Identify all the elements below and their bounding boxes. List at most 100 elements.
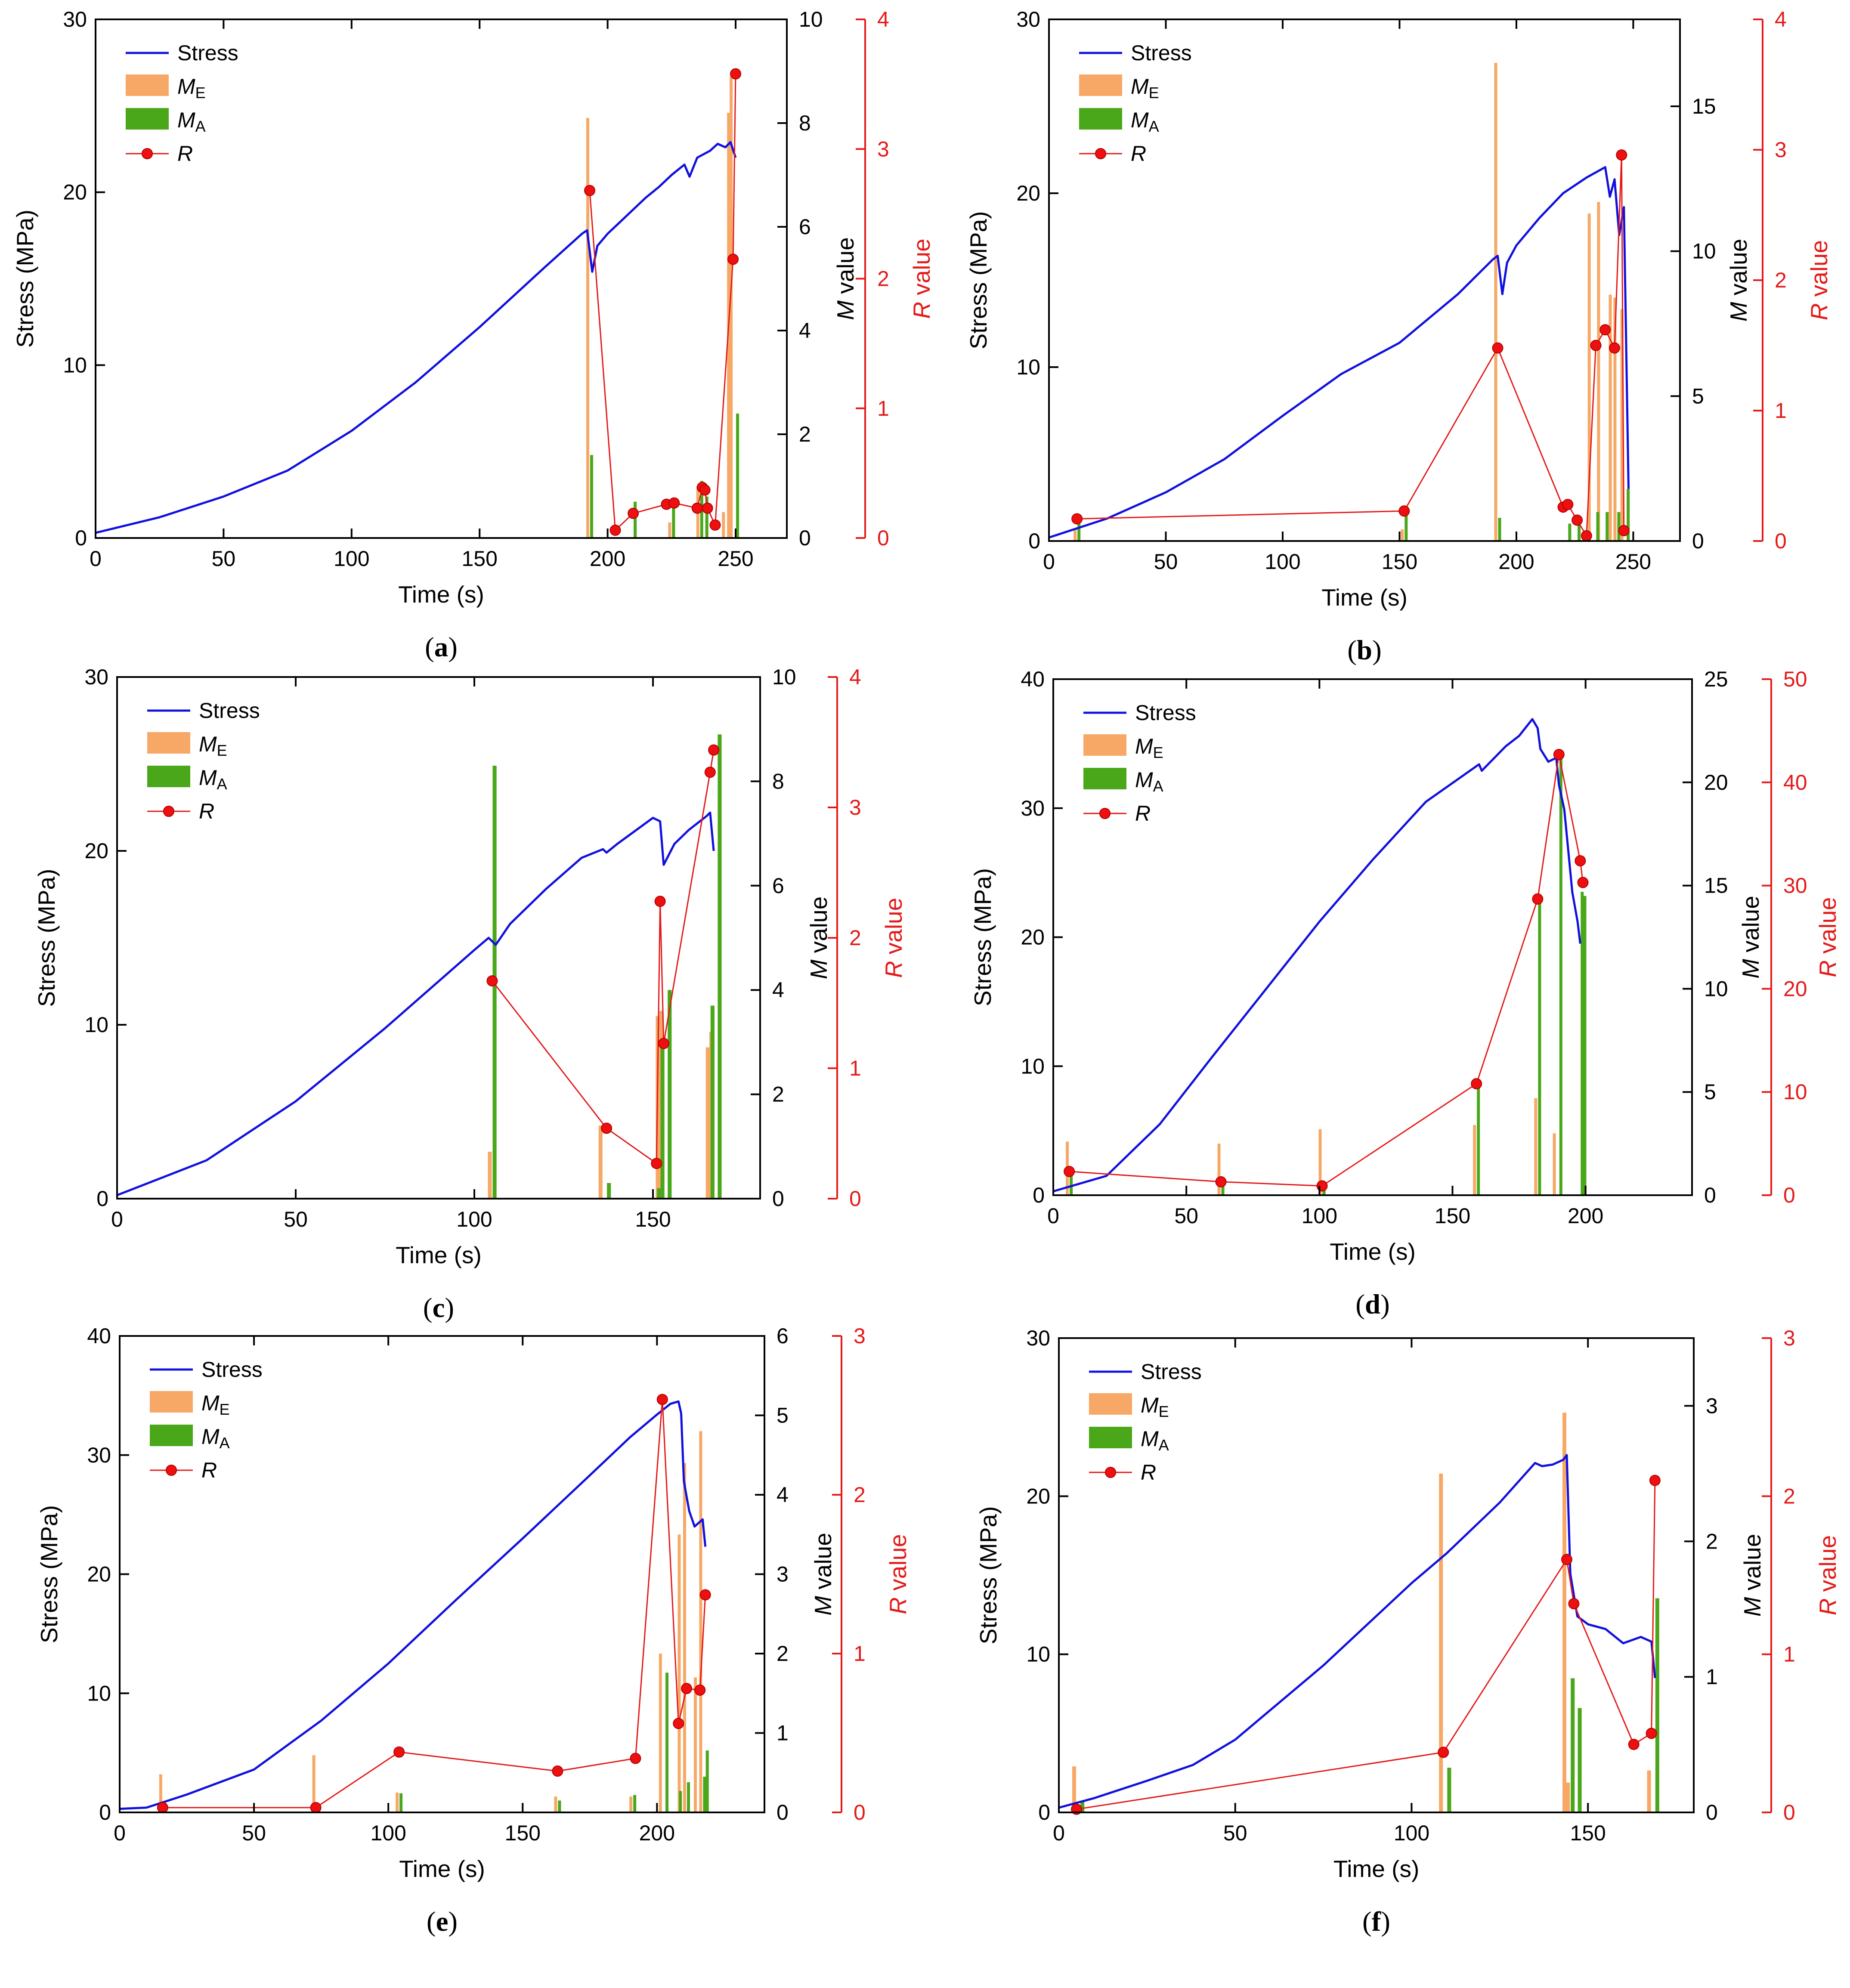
legend-ma-label: MA xyxy=(201,1425,230,1452)
r-marker xyxy=(609,524,621,536)
r-marker xyxy=(699,484,711,496)
stress-line xyxy=(1058,1454,1656,1809)
r-marker xyxy=(673,1718,684,1729)
ma-bar xyxy=(1578,523,1581,541)
r-tick-label: 1 xyxy=(849,1056,861,1080)
m-axis-label: M value xyxy=(810,1533,836,1616)
ma-bar xyxy=(607,1183,611,1199)
r-marker xyxy=(1577,877,1589,888)
panel-label-open: ( xyxy=(1362,1906,1372,1937)
legend-ma-base: M xyxy=(201,1425,220,1449)
legend-me-swatch xyxy=(1089,1393,1132,1415)
r-marker xyxy=(1572,514,1583,526)
stress-axis-label: Stress (MPa) xyxy=(965,211,992,349)
stress-tick-label: 20 xyxy=(87,1562,111,1586)
ma-bar xyxy=(710,1005,715,1199)
r-marker xyxy=(486,975,498,986)
m-axis-label-italic: M xyxy=(832,300,859,320)
m-tick-label: 25 xyxy=(1704,667,1728,691)
r-marker xyxy=(1575,855,1586,867)
stress-tick-label: 0 xyxy=(1033,1183,1045,1207)
x-tick-label: 250 xyxy=(1615,550,1651,574)
x-tick-label: 150 xyxy=(1570,1821,1606,1845)
x-axis-label: Time (s) xyxy=(1333,1855,1420,1882)
panel-label-open: ( xyxy=(1355,1289,1365,1320)
x-tick-label: 150 xyxy=(505,1821,541,1845)
r-tick-label: 0 xyxy=(877,526,889,550)
m-tick-label: 2 xyxy=(772,1082,784,1107)
x-tick-label: 250 xyxy=(718,547,753,571)
r-marker xyxy=(1532,893,1544,905)
panel-label-close: ) xyxy=(1381,1906,1390,1937)
me-bar xyxy=(1494,63,1497,541)
me-bar xyxy=(1072,1766,1076,1812)
legend-ma-sub: A xyxy=(217,775,227,793)
plot-frame xyxy=(1048,19,1681,542)
x-tick-label: 100 xyxy=(1302,1204,1337,1228)
r-tick-label: 3 xyxy=(849,795,861,819)
legend-ma-sub: A xyxy=(1153,777,1163,795)
ma-bar xyxy=(1568,523,1572,541)
r-tick-label: 0 xyxy=(1783,1800,1795,1824)
stress-line xyxy=(95,141,737,534)
m-tick-label: 0 xyxy=(1692,529,1704,553)
x-axis-label: Time (s) xyxy=(398,581,484,608)
me-bar xyxy=(1609,294,1612,541)
panel-label-letter: f xyxy=(1372,1906,1382,1937)
legend-stress-label: Stress xyxy=(177,41,238,65)
me-bar xyxy=(668,522,671,538)
stress-line xyxy=(119,1400,707,1810)
me-bar xyxy=(730,76,733,538)
r-tick-label: 4 xyxy=(877,7,889,31)
m-tick-label: 3 xyxy=(1706,1394,1718,1418)
r-axis-label: R value xyxy=(908,238,935,319)
r-tick-label: 0 xyxy=(1775,529,1787,553)
r-line xyxy=(492,750,715,1165)
r-marker xyxy=(1581,530,1592,541)
x-tick-label: 100 xyxy=(370,1821,406,1845)
m-tick-label: 0 xyxy=(1704,1183,1716,1207)
stress-tick-label: 20 xyxy=(1026,1484,1050,1508)
stress-axis-label: Stress (MPa) xyxy=(33,869,60,1007)
x-tick-label: 50 xyxy=(212,547,236,571)
me-bar xyxy=(159,1774,162,1812)
panel-label-open: ( xyxy=(425,632,434,663)
m-tick-label: 0 xyxy=(772,1187,784,1211)
ma-bar xyxy=(705,1750,709,1812)
r-tick-label: 3 xyxy=(854,1324,866,1348)
r-axis-label: R value xyxy=(880,898,907,978)
me-bar xyxy=(699,1431,702,1812)
stress-tick-label: 40 xyxy=(1021,667,1045,691)
r-tick-label: 50 xyxy=(1783,667,1807,691)
r-marker xyxy=(1398,505,1410,517)
r-marker xyxy=(691,502,703,514)
legend-stress-label: Stress xyxy=(1135,701,1196,725)
r-tick-label: 2 xyxy=(849,926,861,950)
m-tick-label: 10 xyxy=(799,7,823,31)
r-tick-label: 3 xyxy=(1775,138,1787,162)
r-marker xyxy=(552,1765,563,1777)
m-tick-label: 0 xyxy=(799,526,811,550)
me-bar xyxy=(1553,1133,1556,1195)
ma-bar xyxy=(558,1800,561,1812)
legend-ma-base: M xyxy=(177,108,195,132)
ma-bar xyxy=(1070,1170,1073,1195)
stress-tick-label: 20 xyxy=(63,180,87,204)
ma-bar xyxy=(718,734,722,1199)
panel-label-open: ( xyxy=(423,1292,433,1323)
x-axis-label: Time (s) xyxy=(399,1855,485,1882)
r-marker xyxy=(654,896,666,907)
legend-r-swatch-marker xyxy=(1105,1467,1116,1478)
me-bar xyxy=(586,117,589,538)
me-bar xyxy=(629,1796,633,1812)
panel-label: (a) xyxy=(425,632,458,663)
r-marker xyxy=(310,1802,322,1813)
me-bar xyxy=(1620,309,1624,541)
ma-bar xyxy=(590,455,593,538)
me-bar xyxy=(1587,213,1591,541)
r-marker xyxy=(1568,1598,1580,1610)
r-axis-label-italic: R xyxy=(1814,960,1841,977)
r-marker xyxy=(658,1038,669,1049)
